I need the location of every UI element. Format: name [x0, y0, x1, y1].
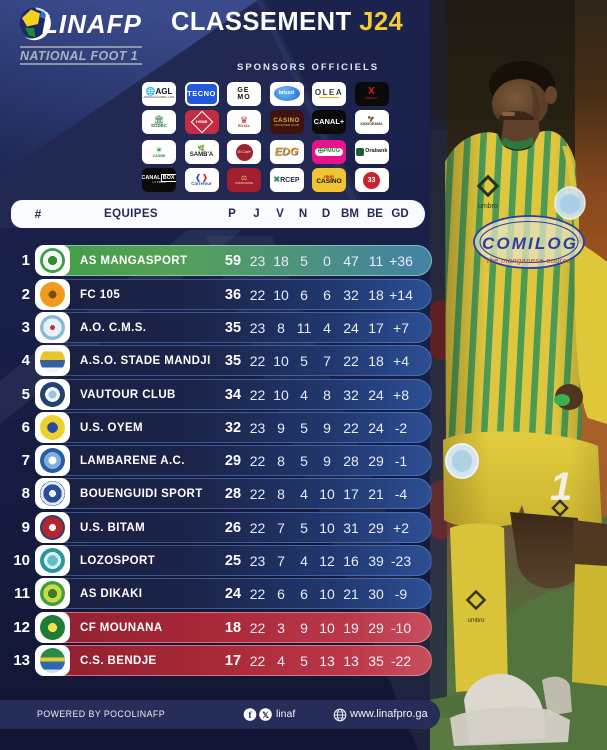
svg-text:the manganese source: the manganese source: [487, 256, 571, 265]
svg-text:f: f: [248, 711, 252, 721]
svg-text:umbro: umbro: [467, 618, 485, 624]
svg-text:𝕏: 𝕏: [262, 710, 270, 720]
svg-text:COMILOG: COMILOG: [482, 234, 576, 253]
svg-text:umbro: umbro: [478, 203, 498, 210]
